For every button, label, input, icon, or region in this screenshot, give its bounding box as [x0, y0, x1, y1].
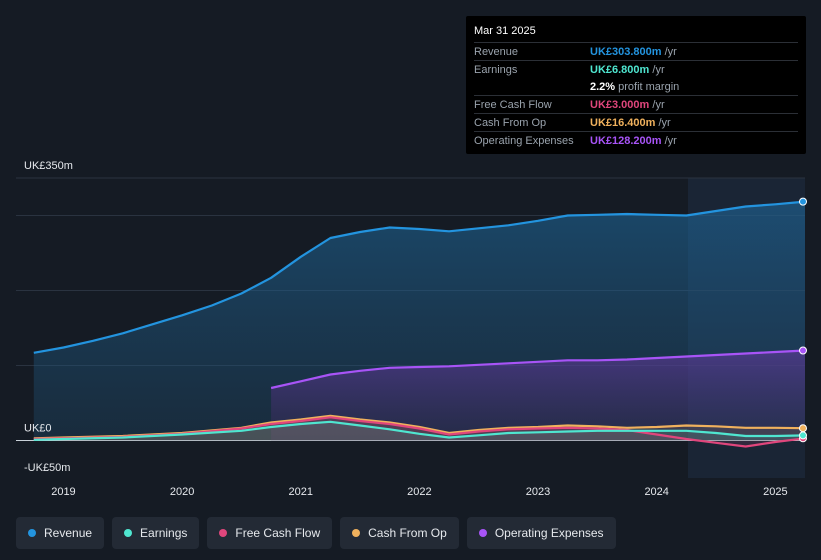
y-tick-label: UK£0 [24, 423, 52, 435]
tooltip-row: Revenue UK£303.800m /yr [474, 42, 798, 60]
legend-dot-icon [352, 529, 361, 537]
chart-legend: Revenue Earnings Free Cash Flow Cash From O… [16, 517, 616, 549]
earnings-area [33, 421, 806, 441]
operating-expenses-line [270, 349, 806, 390]
x-tick-label: 2022 [407, 486, 431, 498]
legend-label: Free Cash Flow [235, 526, 321, 540]
x-tick-label: 2021 [289, 486, 313, 498]
revenue-line [33, 200, 806, 354]
tooltip-row: Operating Expenses UK£128.200m /yr [474, 131, 798, 149]
x-tick-label: 2024 [644, 486, 668, 498]
tooltip-label: Cash From Op [474, 116, 547, 129]
tooltip-value: UK£16.400m /yr [590, 116, 671, 129]
operating-expenses-area [271, 350, 806, 441]
data-tooltip: Mar 31 2025 Revenue UK£303.800m /yr Earnin… [466, 16, 806, 154]
x-tick-label: 2025 [763, 486, 787, 498]
tooltip-row: Free Cash Flow UK£3.000m /yr [474, 95, 798, 113]
legend-label: Earnings [140, 526, 188, 540]
free-cash-flow-area [33, 417, 806, 447]
x-tick-label: 2023 [526, 486, 550, 498]
tooltip-label: Free Cash Flow [474, 98, 552, 111]
legend-label: Cash From Op [368, 526, 447, 540]
legend-dot-icon [478, 529, 487, 537]
revenue-end-marker [799, 197, 807, 206]
tooltip-value: 2.2% profit margin [590, 80, 680, 93]
legend-item-free-cash-flow[interactable]: Free Cash Flow [207, 517, 333, 549]
tooltip-label: Earnings [474, 63, 518, 76]
earnings-line [33, 420, 806, 441]
free-cash-flow-line [33, 416, 806, 448]
tooltip-value: UK£128.200m /yr [590, 134, 677, 147]
series-end-markers [799, 197, 807, 443]
legend-dot-icon [28, 529, 36, 537]
legend-item-earnings[interactable]: Earnings [112, 517, 200, 549]
earnings-end-marker [799, 431, 807, 440]
tooltip-date: Mar 31 2025 [474, 25, 536, 37]
tooltip-label: Operating Expenses [474, 134, 574, 147]
legend-dot-icon [219, 529, 228, 537]
tooltip-row: Cash From Op UK£16.400m /yr [474, 113, 798, 131]
tooltip-value: UK£303.800m /yr [590, 45, 677, 58]
legend-item-cash-from-op[interactable]: Cash From Op [340, 517, 459, 549]
operating-expenses-end-marker [799, 346, 807, 355]
legend-item-revenue[interactable]: Revenue [16, 517, 105, 549]
tooltip-row: Earnings UK£6.800m /yr [474, 60, 798, 78]
y-axis-labels: UK£350m UK£0 -UK£50m [24, 160, 73, 474]
legend-label: Operating Expenses [494, 526, 604, 540]
series-lines [33, 200, 806, 448]
tooltip-value: UK£6.800m /yr [590, 63, 665, 76]
x-tick-label: 2019 [51, 486, 75, 498]
y-tick-label: UK£350m [24, 160, 73, 172]
tooltip-row: 2.2% profit margin [474, 78, 798, 95]
legend-item-operating-expenses[interactable]: Operating Expenses [466, 517, 616, 549]
x-tick-label: 2020 [170, 486, 194, 498]
tooltip-value: UK£3.000m /yr [590, 98, 665, 111]
legend-dot-icon [124, 529, 133, 537]
x-axis-labels: 2019 2020 2021 2022 2023 2024 2025 [51, 486, 787, 498]
tooltip-label: Revenue [474, 45, 519, 58]
cash-from-op-end-marker [799, 424, 807, 433]
legend-label: Revenue [44, 526, 93, 540]
y-tick-label: -UK£50m [24, 462, 70, 474]
